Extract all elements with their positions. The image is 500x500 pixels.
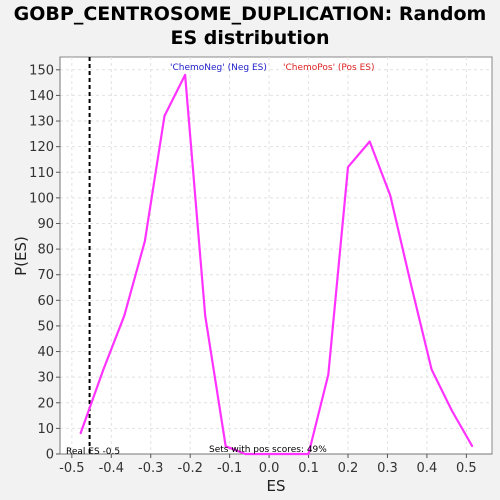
y-tick-label: 150 (29, 63, 54, 78)
y-tick-label: 20 (37, 396, 54, 411)
data-point (307, 453, 310, 455)
x-tick-label: 0.0 (259, 461, 280, 476)
y-tick-label: 40 (37, 345, 54, 360)
data-point (244, 453, 247, 455)
pos-scores-annotation: Sets with pos scores: 49% (209, 445, 327, 455)
data-point (184, 74, 186, 76)
data-point (79, 432, 82, 435)
y-axis-ticks: 0 10 20 30 40 50 60 70 80 90 100 110 120 130 140 150 (29, 63, 60, 463)
x-tick-label: 0.4 (417, 461, 438, 476)
data-point (224, 445, 227, 448)
y-tick-label: 130 (29, 115, 54, 130)
y-tick-label: 60 (37, 294, 54, 309)
data-point (327, 373, 330, 376)
data-point (204, 314, 206, 317)
data-point (144, 240, 146, 243)
data-point (347, 166, 349, 168)
y-tick-label: 0 (46, 448, 54, 463)
y-tick-label: 90 (37, 217, 54, 232)
x-tick-label: 0.2 (338, 461, 359, 476)
data-point (102, 368, 105, 371)
data-point (430, 368, 433, 371)
y-tick-label: 140 (29, 89, 54, 104)
data-point (264, 453, 266, 455)
data-point (163, 115, 166, 117)
x-tick-label: 0.3 (377, 461, 398, 476)
y-tick-label: 120 (29, 140, 54, 155)
y-axis-title: P(ES) (12, 236, 30, 276)
y-tick-label: 100 (29, 191, 54, 206)
plot-area (59, 56, 493, 455)
x-axis-title: ES (267, 477, 286, 495)
data-point (368, 140, 371, 143)
data-point (286, 453, 288, 455)
data-point (123, 314, 126, 317)
legend-item-chemoneg: 'ChemoNeg' (Neg ES) (170, 63, 267, 73)
x-axis-ticks: -0.5 -0.4 -0.3 -0.2 -0.1 0.0 0.1 0.2 0.3 0.4 0.5 (59, 454, 477, 476)
data-point (471, 445, 474, 448)
real-es-annotation: Real ES -0.5 (66, 447, 120, 457)
y-tick-label: 50 (37, 319, 54, 334)
legend-item-chemopos: 'ChemoPos' (Pos ES) (283, 63, 375, 73)
y-tick-label: 30 (37, 371, 54, 386)
series-layer (79, 73, 474, 456)
x-tick-label: 0.5 (456, 461, 477, 476)
x-tick-label: 0.1 (298, 461, 319, 476)
y-tick-label: 70 (37, 268, 54, 283)
chart-title-line-2: ES distribution (170, 27, 330, 49)
x-tick-label: -0.5 (59, 461, 84, 476)
chart-title-line-1: GOBP_CENTROSOME_DUPLICATION: Random (13, 3, 487, 25)
x-tick-label: -0.4 (99, 461, 124, 476)
x-tick-label: -0.3 (138, 461, 163, 476)
data-point (389, 194, 392, 197)
data-point (450, 409, 453, 412)
x-tick-label: -0.2 (178, 461, 203, 476)
data-point (410, 284, 412, 286)
y-tick-label: 10 (37, 422, 54, 437)
series-line (79, 73, 474, 456)
chart-title: GOBP_CENTROSOME_DUPLICATION: Random ES d… (0, 2, 500, 50)
x-tick-label: -0.1 (217, 461, 242, 476)
y-tick-label: 110 (29, 166, 54, 181)
y-tick-label: 80 (37, 243, 54, 258)
